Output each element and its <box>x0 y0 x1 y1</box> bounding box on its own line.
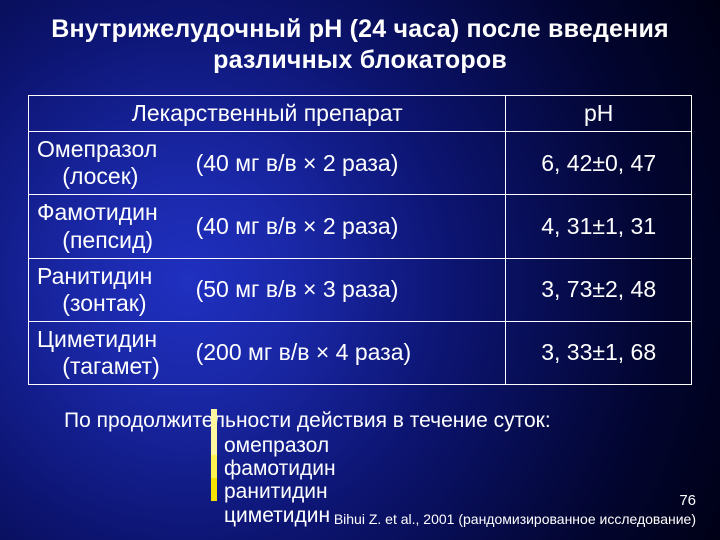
list-item: омепразол <box>224 434 692 457</box>
drug-brand: (зонтак) <box>37 290 180 317</box>
drug-generic: Омепразол <box>37 136 157 162</box>
bullet-seg <box>211 432 217 455</box>
col-drug-header: Лекарственный препарат <box>29 96 506 132</box>
citation: Bihui Z. et al., 2001 (рандомизированное… <box>334 511 696 529</box>
table-row: Циметидин (тагамет) (200 мг в/в × 4 раза… <box>29 321 692 384</box>
cell-dose: (50 мг в/в × 3 раза) <box>188 258 506 321</box>
list-item: фамотидин <box>224 457 692 480</box>
page-title: Внутрижелудочный рН (24 часа) после введ… <box>28 14 692 75</box>
cell-drug: Циметидин (тагамет) <box>29 321 188 384</box>
cell-ph: 3, 73±2, 48 <box>506 258 692 321</box>
col-ph-header: рН <box>506 96 692 132</box>
table-row: Фамотидин (пепсид) (40 мг в/в × 2 раза) … <box>29 195 692 258</box>
cell-drug: Омепразол (лосек) <box>29 132 188 195</box>
drug-generic: Ранитидин <box>37 263 152 289</box>
cell-drug: Фамотидин (пепсид) <box>29 195 188 258</box>
footer: 76 Bihui Z. et al., 2001 (рандомизирован… <box>334 492 696 528</box>
cell-dose: (40 мг в/в × 2 раза) <box>188 195 506 258</box>
cell-dose: (200 мг в/в × 4 раза) <box>188 321 506 384</box>
caption-bullet-rail <box>211 409 217 501</box>
slide: Внутрижелудочный рН (24 часа) после введ… <box>0 0 720 540</box>
bullet-seg <box>211 455 217 478</box>
bullet-seg <box>211 478 217 501</box>
cell-dose: (40 мг в/в × 2 раза) <box>188 132 506 195</box>
page-number: 76 <box>334 492 696 511</box>
drug-brand: (тагамет) <box>37 353 180 380</box>
title-line-1: Внутрижелудочный рН (24 часа) после введ… <box>51 15 669 43</box>
table-row: Ранитидин (зонтак) (50 мг в/в × 3 раза) … <box>29 258 692 321</box>
title-line-2: различных блокаторов <box>213 46 507 74</box>
caption-lead: По продолжительности действия в течение … <box>28 409 692 432</box>
drug-brand: (лосек) <box>37 163 180 190</box>
table-row: Омепразол (лосек) (40 мг в/в × 2 раза) 6… <box>29 132 692 195</box>
drug-generic: Фамотидин <box>37 199 158 225</box>
cell-ph: 4, 31±1, 31 <box>506 195 692 258</box>
cell-ph: 3, 33±1, 68 <box>506 321 692 384</box>
bullet-seg <box>211 409 217 432</box>
drug-brand: (пепсид) <box>37 227 180 254</box>
drug-generic: Циметидин <box>37 326 157 352</box>
cell-drug: Ранитидин (зонтак) <box>29 258 188 321</box>
table-header-row: Лекарственный препарат рН <box>29 96 692 132</box>
ph-table: Лекарственный препарат рН Омепразол (лос… <box>28 95 692 385</box>
cell-ph: 6, 42±0, 47 <box>506 132 692 195</box>
